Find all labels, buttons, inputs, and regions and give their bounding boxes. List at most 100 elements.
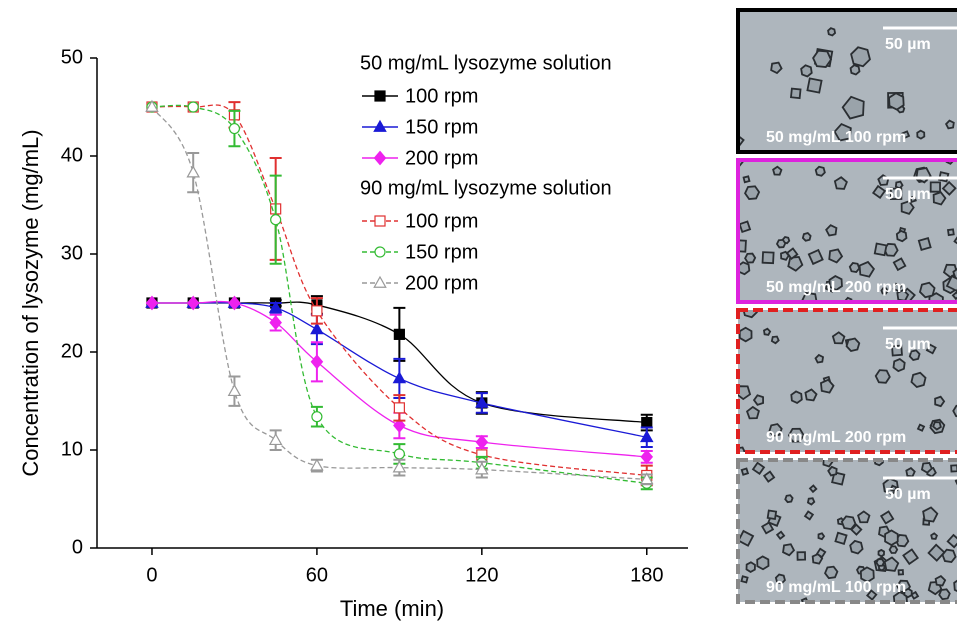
crystal xyxy=(814,165,826,177)
crystal xyxy=(800,64,813,78)
crystal xyxy=(888,92,905,111)
marker xyxy=(392,460,407,473)
crystal xyxy=(892,257,907,272)
crystal xyxy=(828,248,844,264)
crystal xyxy=(945,274,957,292)
crystal xyxy=(892,358,906,373)
crystal xyxy=(738,220,752,234)
crystal xyxy=(929,181,941,193)
crystal xyxy=(858,260,876,278)
crystal xyxy=(766,509,778,520)
crystal xyxy=(761,521,775,535)
crystal xyxy=(845,337,861,352)
micrograph: 50 µm 50 mg/mL 200 rpm xyxy=(738,160,957,302)
crystal xyxy=(833,176,848,190)
crystal xyxy=(874,369,891,384)
crystal xyxy=(934,395,946,408)
legend-label: 150 rpm xyxy=(405,116,478,138)
crystal xyxy=(889,187,903,200)
crystal xyxy=(953,579,957,592)
crystal xyxy=(895,229,908,243)
crystal xyxy=(952,268,957,280)
panel-border xyxy=(736,158,957,304)
crystal xyxy=(744,185,761,201)
crystal xyxy=(738,326,753,343)
crystal xyxy=(745,405,760,420)
crystal xyxy=(877,548,885,558)
crystal xyxy=(908,349,921,361)
crystal xyxy=(946,228,955,237)
legend-label: 100 rpm xyxy=(405,85,478,107)
legend-label: 100 rpm xyxy=(405,210,478,232)
crystal xyxy=(850,46,871,68)
crystal xyxy=(828,275,843,291)
panel-border xyxy=(736,308,957,454)
crystal xyxy=(738,385,752,401)
crystal xyxy=(932,191,947,206)
crystal xyxy=(951,291,957,301)
crystal xyxy=(883,556,900,572)
marker xyxy=(393,418,406,433)
marker xyxy=(269,315,282,331)
crystal xyxy=(952,404,957,418)
crystal xyxy=(894,533,910,548)
legend-label: 150 rpm xyxy=(405,241,478,263)
crystal xyxy=(806,77,823,94)
marker xyxy=(310,322,324,335)
crystal xyxy=(902,548,920,566)
crystal xyxy=(744,252,757,264)
marker xyxy=(392,371,407,384)
y-tick-label: 50 xyxy=(61,46,83,68)
fit-line xyxy=(151,106,647,481)
crystal xyxy=(879,510,895,525)
crystal xyxy=(761,251,775,265)
crystal xyxy=(833,122,852,142)
legend-group-title: 90 mg/mL lysozyme solution xyxy=(360,177,612,199)
marker xyxy=(393,328,405,340)
marker xyxy=(270,214,282,226)
legend-group-title: 50 mg/mL lysozyme solution xyxy=(360,52,612,74)
crystal xyxy=(796,551,807,561)
crystal xyxy=(815,547,827,559)
crystal xyxy=(875,558,886,567)
y-tick-label: 20 xyxy=(61,340,83,362)
marker xyxy=(475,434,489,450)
marker xyxy=(311,411,323,423)
scale-label: 50 µm xyxy=(885,486,931,503)
crystal xyxy=(905,466,916,478)
crystal xyxy=(944,119,955,130)
crystal xyxy=(910,371,927,389)
crystal xyxy=(770,61,783,75)
scale-label: 50 µm xyxy=(885,186,931,203)
x-axis-title: Time (min) xyxy=(340,596,444,621)
crystal xyxy=(880,287,889,295)
marker xyxy=(187,101,199,113)
panel-border xyxy=(736,458,957,604)
crystal xyxy=(916,423,926,432)
panel-label: 50 mg/mL 100 rpm xyxy=(766,129,906,146)
crystal xyxy=(927,543,946,562)
marker xyxy=(186,295,200,311)
crystal xyxy=(883,242,899,257)
crystal xyxy=(775,530,786,540)
crystal xyxy=(762,327,772,336)
crystal xyxy=(894,180,904,190)
crystal xyxy=(814,353,825,364)
crystal xyxy=(772,165,783,176)
crystal xyxy=(812,49,833,68)
crystal xyxy=(752,394,765,406)
y-tick-label: 0 xyxy=(72,536,83,558)
panel-label: 90 mg/mL 200 rpm xyxy=(766,429,906,446)
crystal xyxy=(827,27,837,37)
crystal xyxy=(745,561,756,573)
crystal xyxy=(950,464,957,473)
x-tick-label: 0 xyxy=(146,564,157,586)
crystal xyxy=(740,575,749,584)
crystal xyxy=(780,250,790,261)
marker xyxy=(639,472,654,485)
crystal xyxy=(775,238,787,249)
crystal xyxy=(808,484,818,494)
crystal xyxy=(824,565,839,580)
crystal xyxy=(774,573,786,585)
